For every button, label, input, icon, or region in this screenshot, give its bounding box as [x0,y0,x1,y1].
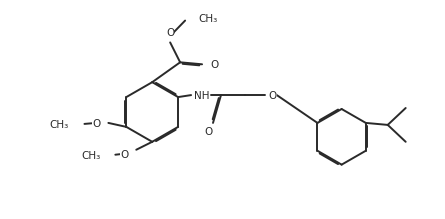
Text: CH₃: CH₃ [49,120,69,130]
Text: CH₃: CH₃ [198,14,217,24]
Text: O: O [120,150,128,160]
Text: O: O [92,119,101,129]
Text: O: O [210,60,218,70]
Text: O: O [166,28,174,39]
Text: NH: NH [194,91,210,101]
Text: CH₃: CH₃ [81,151,101,161]
Text: O: O [204,127,212,137]
Text: O: O [269,91,277,101]
